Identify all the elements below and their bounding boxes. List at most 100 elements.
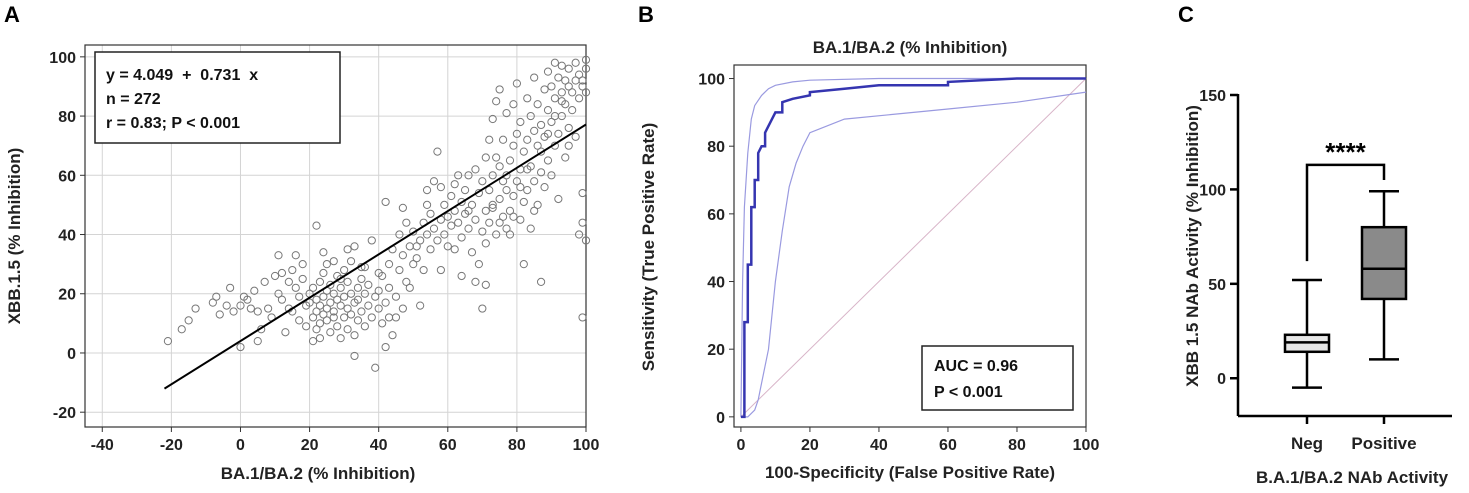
- data-point: [485, 218, 494, 227]
- data-point: [505, 156, 515, 165]
- ci-upper-curve: [740, 77, 1086, 417]
- sample-size: n = 272: [106, 91, 161, 108]
- data-point: [540, 183, 549, 192]
- y-tick-label: 50: [1208, 277, 1226, 294]
- y-tick-label: 0: [716, 410, 725, 427]
- data-point: [274, 289, 283, 298]
- data-point: [298, 274, 307, 284]
- data-point: [519, 197, 528, 207]
- data-point: [547, 117, 556, 127]
- data-point: [395, 230, 404, 239]
- data-point: [398, 304, 407, 313]
- data-point: [281, 328, 290, 337]
- data-point: [492, 153, 501, 162]
- x-tick-label: 20: [301, 437, 319, 454]
- data-point: [516, 215, 525, 224]
- data-point: [429, 177, 439, 186]
- panel-b-plot-area: [733, 64, 1087, 428]
- data-point: [357, 274, 366, 284]
- data-point: [336, 274, 345, 284]
- data-point: [454, 218, 463, 227]
- data-point: [302, 322, 311, 331]
- data-point: [353, 283, 363, 292]
- data-point: [364, 280, 373, 289]
- data-point: [533, 200, 542, 210]
- data-point: [329, 289, 338, 298]
- data-point: [395, 265, 404, 275]
- data-point: [391, 313, 401, 322]
- data-point: [371, 363, 380, 372]
- data-point: [319, 268, 328, 278]
- data-point: [457, 197, 466, 207]
- data-point: [412, 242, 421, 251]
- category-label: Positive: [1351, 434, 1416, 453]
- data-point: [516, 183, 525, 192]
- significance-stars: ****: [1325, 137, 1366, 167]
- data-point: [298, 260, 307, 269]
- panel-b-label: B: [638, 2, 654, 27]
- x-tick-label: -20: [160, 437, 183, 454]
- x-tick-label: 100: [573, 437, 600, 454]
- data-point: [481, 239, 490, 248]
- data-point: [478, 177, 487, 186]
- data-point: [450, 180, 459, 189]
- data-point: [384, 260, 394, 269]
- data-point: [561, 76, 570, 85]
- data-point: [277, 268, 287, 278]
- data-point: [512, 177, 521, 186]
- data-point: [540, 85, 549, 94]
- data-point: [284, 277, 293, 286]
- data-point: [564, 123, 573, 133]
- data-point: [543, 129, 553, 138]
- data-point: [163, 337, 173, 346]
- data-point: [381, 197, 390, 207]
- data-point: [536, 120, 546, 130]
- data-point: [450, 245, 459, 254]
- data-point: [578, 218, 587, 227]
- iqr-box: [1360, 225, 1408, 301]
- data-point: [416, 236, 425, 245]
- data-point: [315, 334, 325, 343]
- data-point: [343, 304, 352, 313]
- x-tick-label: 0: [736, 437, 745, 454]
- data-point: [581, 64, 591, 73]
- data-point: [557, 97, 566, 106]
- data-point: [502, 186, 511, 195]
- x-tick-label: 40: [870, 437, 888, 454]
- data-point: [530, 73, 539, 82]
- data-point: [485, 186, 494, 195]
- data-point: [336, 283, 345, 292]
- data-point: [554, 129, 563, 138]
- panel-c: C 0 50 100 150 Neg Positive **** B.A.1/BA.2 N…: [1178, 2, 1452, 487]
- data-point: [308, 313, 318, 322]
- panel-a-x-label: BA.1/BA.2 (% Inhibition): [221, 464, 416, 483]
- data-point: [543, 67, 553, 76]
- data-point: [336, 301, 345, 310]
- data-point: [512, 129, 521, 138]
- data-point: [436, 265, 445, 275]
- data-point: [481, 153, 490, 162]
- data-point: [530, 177, 539, 186]
- panel-b-title: BA.1/BA.2 (% Inhibition): [813, 38, 1008, 57]
- data-point: [547, 171, 556, 180]
- data-point: [329, 307, 338, 316]
- data-point: [346, 289, 356, 298]
- data-point: [191, 304, 200, 313]
- panel-b-y-label: Sensitivity (True Positive Rate): [639, 123, 658, 371]
- data-point: [574, 70, 584, 79]
- y-tick-label: 20: [58, 287, 76, 304]
- panel-a: A -40 -20 0 20 40 60 80 100 -20 0 20 40 60 80 100 y = …: [4, 2, 599, 483]
- y-tick-label: 80: [707, 139, 725, 156]
- data-point: [312, 307, 321, 316]
- data-point: [495, 194, 504, 204]
- data-point: [578, 82, 587, 91]
- data-point: [530, 206, 539, 215]
- data-point: [554, 73, 563, 82]
- data-point: [488, 171, 497, 180]
- data-point: [536, 168, 546, 177]
- data-point: [315, 319, 325, 328]
- data-point: [447, 191, 456, 201]
- data-point: [509, 212, 518, 221]
- data-point: [384, 283, 394, 292]
- data-point: [581, 88, 591, 97]
